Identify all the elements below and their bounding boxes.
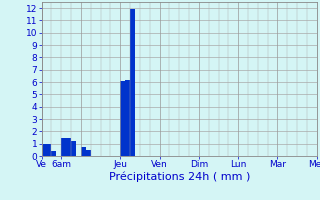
Bar <box>130 9 135 156</box>
Bar <box>66 138 71 156</box>
Bar <box>46 144 52 156</box>
Bar <box>61 138 66 156</box>
X-axis label: Précipitations 24h ( mm ): Précipitations 24h ( mm ) <box>108 172 250 182</box>
Bar <box>125 80 130 156</box>
Bar <box>81 147 86 156</box>
Bar <box>52 151 56 156</box>
Bar <box>42 144 46 156</box>
Bar <box>71 141 76 156</box>
Bar <box>120 81 125 156</box>
Bar <box>86 150 91 156</box>
